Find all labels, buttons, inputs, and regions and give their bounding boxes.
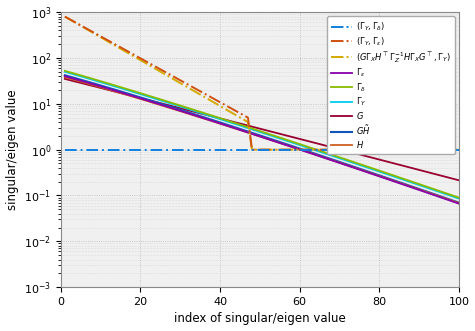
Y-axis label: singular/eigen value: singular/eigen value <box>6 89 19 210</box>
Legend: $(\Gamma_Y, \Gamma_\delta)$, $(\Gamma_Y, \Gamma_\epsilon)$, $(G\Gamma_X H^\top \: $(\Gamma_Y, \Gamma_\delta)$, $(\Gamma_Y,… <box>327 16 455 154</box>
X-axis label: index of singular/eigen value: index of singular/eigen value <box>174 312 346 325</box>
